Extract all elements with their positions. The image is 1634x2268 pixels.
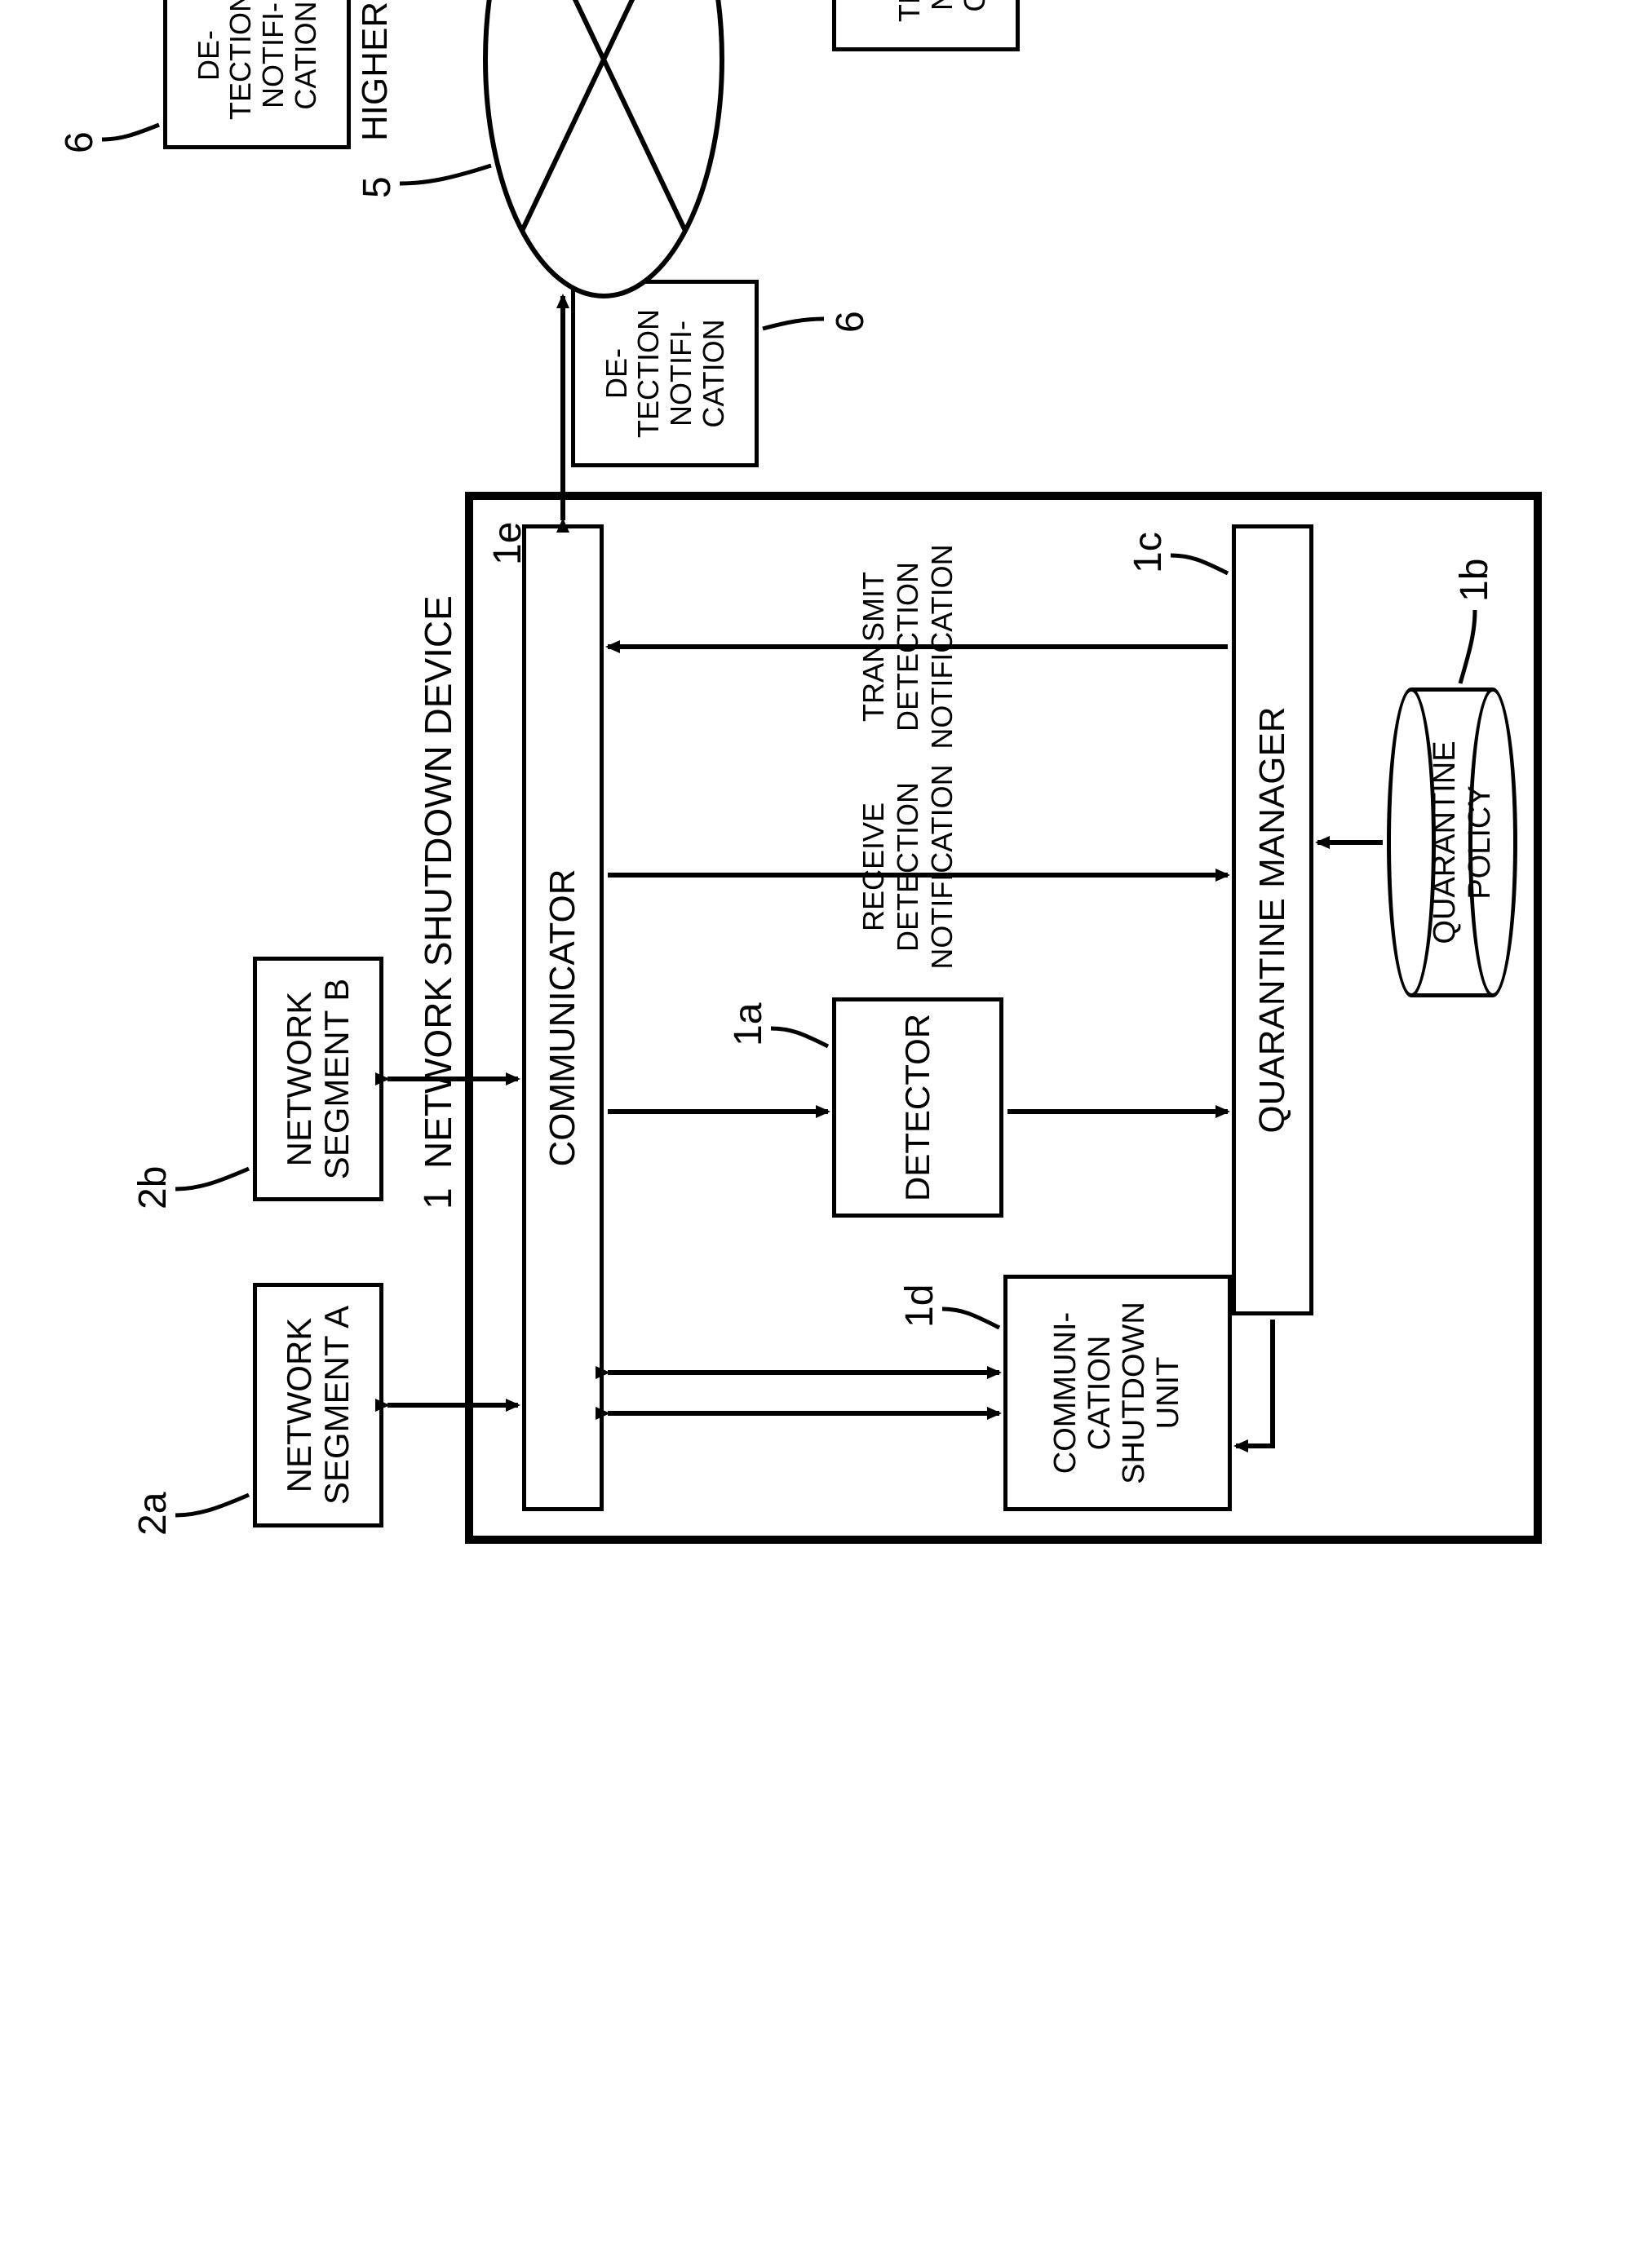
arrows [0,0,1634,1634]
